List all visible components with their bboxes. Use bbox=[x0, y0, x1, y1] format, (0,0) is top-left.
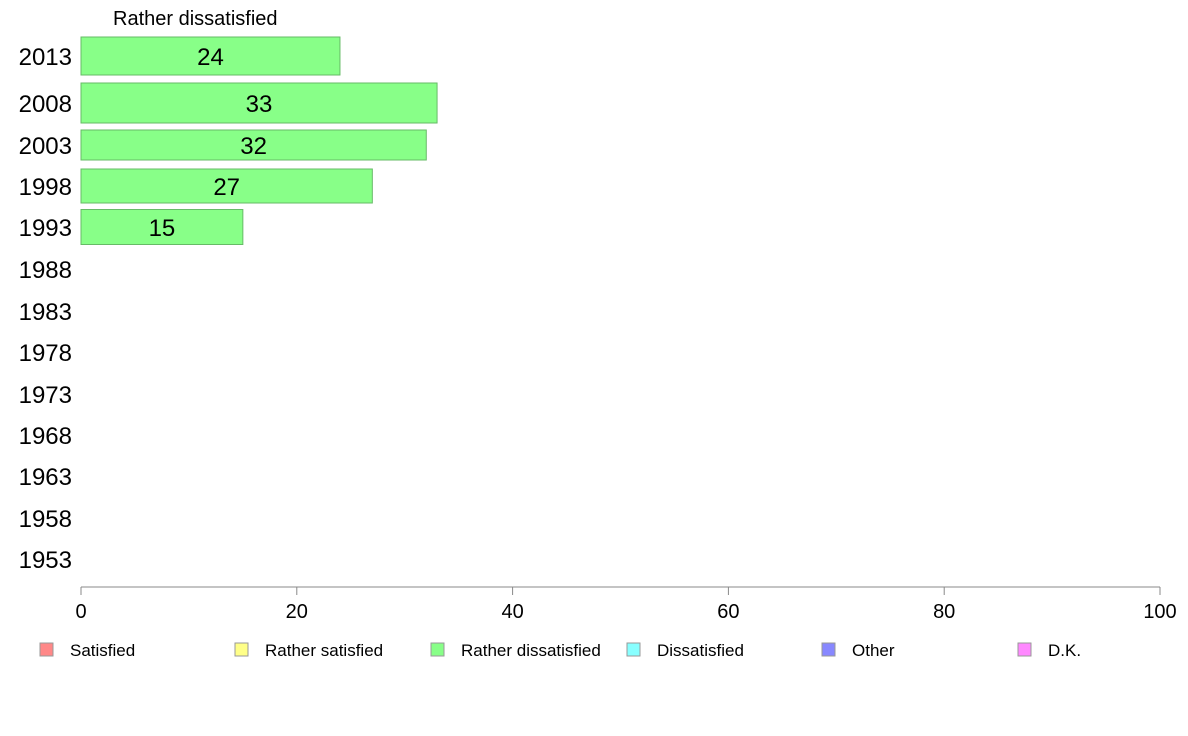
legend-label: Dissatisfied bbox=[657, 641, 744, 660]
legend-swatch bbox=[1017, 642, 1032, 657]
y-tick-label: 1998 bbox=[19, 174, 72, 201]
x-tick-label: 0 bbox=[75, 601, 86, 623]
bar bbox=[80, 129, 427, 161]
bar bbox=[80, 209, 244, 245]
legend: Satisfied Rather satisfied Rather dissatis… bbox=[39, 641, 1081, 660]
legend-swatch bbox=[821, 642, 836, 657]
bar-value-label: 15 bbox=[149, 215, 176, 242]
y-tick-label: 2008 bbox=[19, 91, 72, 118]
bar-value-label: 24 bbox=[197, 44, 224, 71]
legend-label: Rather dissatisfied bbox=[461, 641, 601, 660]
legend-label: Rather satisfied bbox=[265, 641, 383, 660]
bar bbox=[80, 168, 373, 204]
bar-value-label: 33 bbox=[246, 91, 273, 118]
bar-value-label: 27 bbox=[213, 174, 240, 201]
legend-swatch bbox=[626, 642, 641, 657]
bar bbox=[80, 36, 341, 76]
y-tick-label: 1953 bbox=[19, 547, 72, 574]
chart-title: Rather dissatisfied bbox=[113, 8, 278, 30]
y-tick-label: 1973 bbox=[19, 382, 72, 409]
y-tick-label: 1978 bbox=[19, 340, 72, 367]
y-tick-label: 1958 bbox=[19, 506, 72, 533]
y-tick-label: 1983 bbox=[19, 299, 72, 326]
x-tick-label: 40 bbox=[501, 601, 523, 623]
legend-swatch bbox=[234, 642, 249, 657]
x-axis: 0 20 40 60 80 100 bbox=[75, 586, 1177, 623]
y-tick-label: 1963 bbox=[19, 464, 72, 491]
y-tick-label: 1993 bbox=[19, 215, 72, 242]
y-tick-label: 2013 bbox=[19, 44, 72, 71]
bar bbox=[80, 82, 438, 124]
x-tick-label: 100 bbox=[1143, 601, 1176, 623]
legend-label: Other bbox=[852, 641, 895, 660]
legend-swatch bbox=[430, 642, 445, 657]
x-tick-label: 20 bbox=[286, 601, 308, 623]
bar-value-label: 32 bbox=[240, 133, 267, 160]
legend-label: Satisfied bbox=[70, 641, 135, 660]
y-tick-label: 1968 bbox=[19, 423, 72, 450]
legend-label: D.K. bbox=[1048, 641, 1081, 660]
y-tick-label: 2003 bbox=[19, 133, 72, 160]
year-labels-group: 2013 2008 2003 1998 1993 1988 1983 1978 1973 1968… bbox=[19, 44, 72, 574]
x-tick-label: 60 bbox=[717, 601, 739, 623]
x-tick-label: 80 bbox=[933, 601, 955, 623]
y-tick-label: 1988 bbox=[19, 257, 72, 284]
legend-swatch bbox=[39, 642, 54, 657]
